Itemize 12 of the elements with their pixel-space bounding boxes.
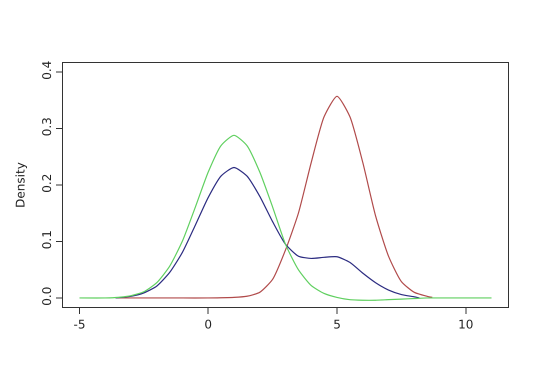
y-tick-label: 0.3 bbox=[40, 117, 54, 136]
x-tick-label: -5 bbox=[73, 317, 86, 332]
y-axis-title: Density bbox=[14, 162, 28, 208]
y-tick-label: 0.4 bbox=[40, 60, 54, 80]
x-tick-label: 0 bbox=[204, 317, 212, 332]
line-series bbox=[78, 134, 492, 301]
y-tick-label: 0.1 bbox=[40, 230, 54, 250]
x-tick-label: 10 bbox=[458, 317, 474, 332]
x-tick-label: 5 bbox=[333, 317, 341, 332]
y-tick-label: 0.0 bbox=[40, 286, 54, 306]
line-series bbox=[114, 166, 420, 299]
y-tick-label: 0.2 bbox=[40, 174, 54, 193]
